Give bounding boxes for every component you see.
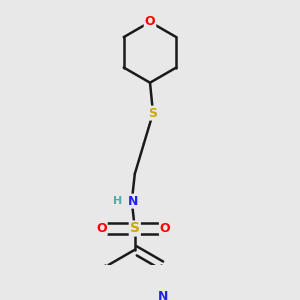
Text: O: O: [145, 16, 155, 28]
Text: H: H: [113, 196, 123, 206]
Text: N: N: [158, 290, 168, 300]
Text: N: N: [128, 195, 139, 208]
Text: S: S: [130, 221, 140, 236]
Text: S: S: [148, 106, 158, 120]
Text: O: O: [96, 222, 107, 235]
Text: O: O: [160, 222, 170, 235]
